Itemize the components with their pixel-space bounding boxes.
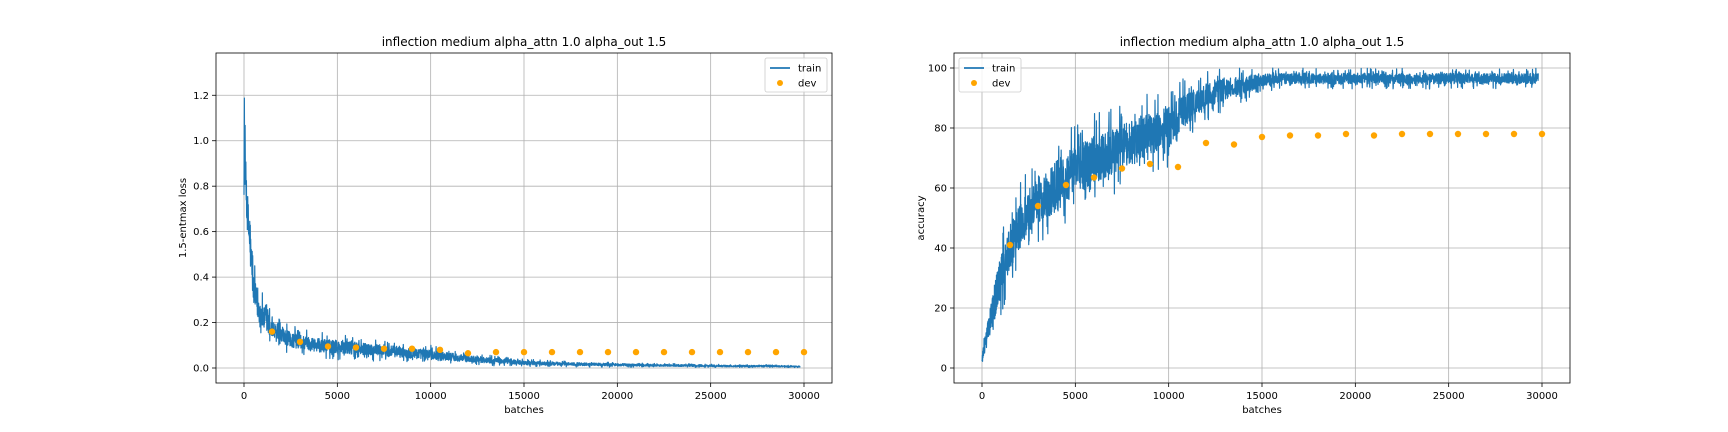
legend-label: train [798,64,821,75]
data-point-dev [1286,132,1294,139]
y-tick-label: 1.0 [193,136,209,147]
legend-label: train [992,64,1015,75]
y-tick-label: 1.2 [193,91,209,102]
legend-swatch-dev [777,80,783,86]
data-point-dev [1146,160,1154,168]
data-point-dev [1090,174,1098,181]
x-tick-label: 30000 [788,391,820,402]
y-tick-label: 60 [934,184,947,195]
data-point-dev [492,348,500,356]
data-point-dev [436,346,444,354]
series-train-line [243,97,801,369]
data-point-dev [520,348,528,356]
data-point-dev [296,338,304,346]
x-tick-label: 0 [979,391,985,402]
data-point-dev [380,345,388,352]
data-point-dev [1314,132,1322,139]
x-tick-label: 10000 [415,391,447,402]
x-tick-label: 20000 [601,391,633,402]
chart-panel-1: 0 5000 10000 15000 20000 25000 30000 0.0 0.2 0.4 0… [178,35,833,416]
y-tick-label: 40 [934,244,947,255]
data-point-dev [1454,130,1462,138]
x-tick-label: 30000 [1526,391,1558,402]
legend: train dev [764,57,828,93]
y-tick-label: 0.4 [193,273,209,284]
data-point-dev [1118,165,1126,172]
y-tick-label: 80 [934,124,947,135]
y-tick-label: 100 [928,64,947,75]
y-tick-label: 0.8 [193,182,209,193]
data-point-dev [744,348,752,356]
chart-title: inflection medium alpha_attn 1.0 alpha_o… [1120,35,1405,49]
data-point-dev [1482,130,1490,138]
x-tick-label: 15000 [1246,391,1278,402]
data-point-dev [408,345,416,352]
y-tick-label: 0.0 [193,364,209,375]
series-train-line [981,67,1539,362]
data-point-dev [1174,163,1182,171]
data-point-dev [1006,241,1014,249]
x-tick-label: 25000 [695,391,727,402]
legend-label: dev [992,79,1011,90]
data-point-dev [800,348,808,356]
x-tick-label: 0 [241,391,247,402]
y-tick-label: 0.2 [193,318,209,329]
x-axis-label: batches [504,405,544,416]
data-point-dev [1370,132,1378,139]
y-tick-label: 20 [934,304,947,315]
series-dev-points [268,328,808,357]
data-point-dev [1034,202,1042,210]
chart-panel-2: 0 5000 10000 15000 20000 25000 30000 0 20 40 60 80 1… [916,35,1571,416]
data-point-dev [576,348,584,356]
data-point-dev [324,343,332,350]
y-tick-label: 0 [941,364,947,375]
data-point-dev [268,328,276,335]
data-point-dev [688,348,696,356]
data-point-dev [660,348,668,356]
data-point-dev [1230,141,1238,148]
data-point-dev [1258,133,1266,141]
data-point-dev [1538,130,1546,138]
data-point-dev [1062,181,1070,189]
data-point-dev [1426,130,1434,138]
data-point-dev [716,348,724,356]
data-point-dev [548,348,556,356]
x-tick-label: 20000 [1339,391,1371,402]
series-dev-points [1006,130,1546,249]
legend-swatch-dev [971,80,977,86]
x-axis-label: batches [1242,405,1282,416]
x-tick-label: 5000 [1063,391,1088,402]
x-tick-label: 15000 [508,391,540,402]
legend: train dev [958,57,1022,93]
data-point-dev [632,348,640,356]
data-point-dev [772,348,780,356]
data-point-dev [1342,130,1350,138]
x-tick-label: 25000 [1433,391,1465,402]
y-axis-label: 1.5-entmax loss [178,178,189,258]
data-point-dev [352,344,360,351]
legend-label: dev [798,79,817,90]
data-point-dev [1398,130,1406,138]
data-point-dev [1202,139,1210,147]
x-tick-label: 10000 [1153,391,1185,402]
y-tick-label: 0.6 [193,227,209,238]
x-tick-label: 5000 [325,391,350,402]
chart-title: inflection medium alpha_attn 1.0 alpha_o… [382,35,667,49]
data-point-dev [1510,130,1518,138]
y-axis-label: accuracy [916,195,927,240]
data-point-dev [604,348,612,356]
data-point-dev [464,350,472,357]
